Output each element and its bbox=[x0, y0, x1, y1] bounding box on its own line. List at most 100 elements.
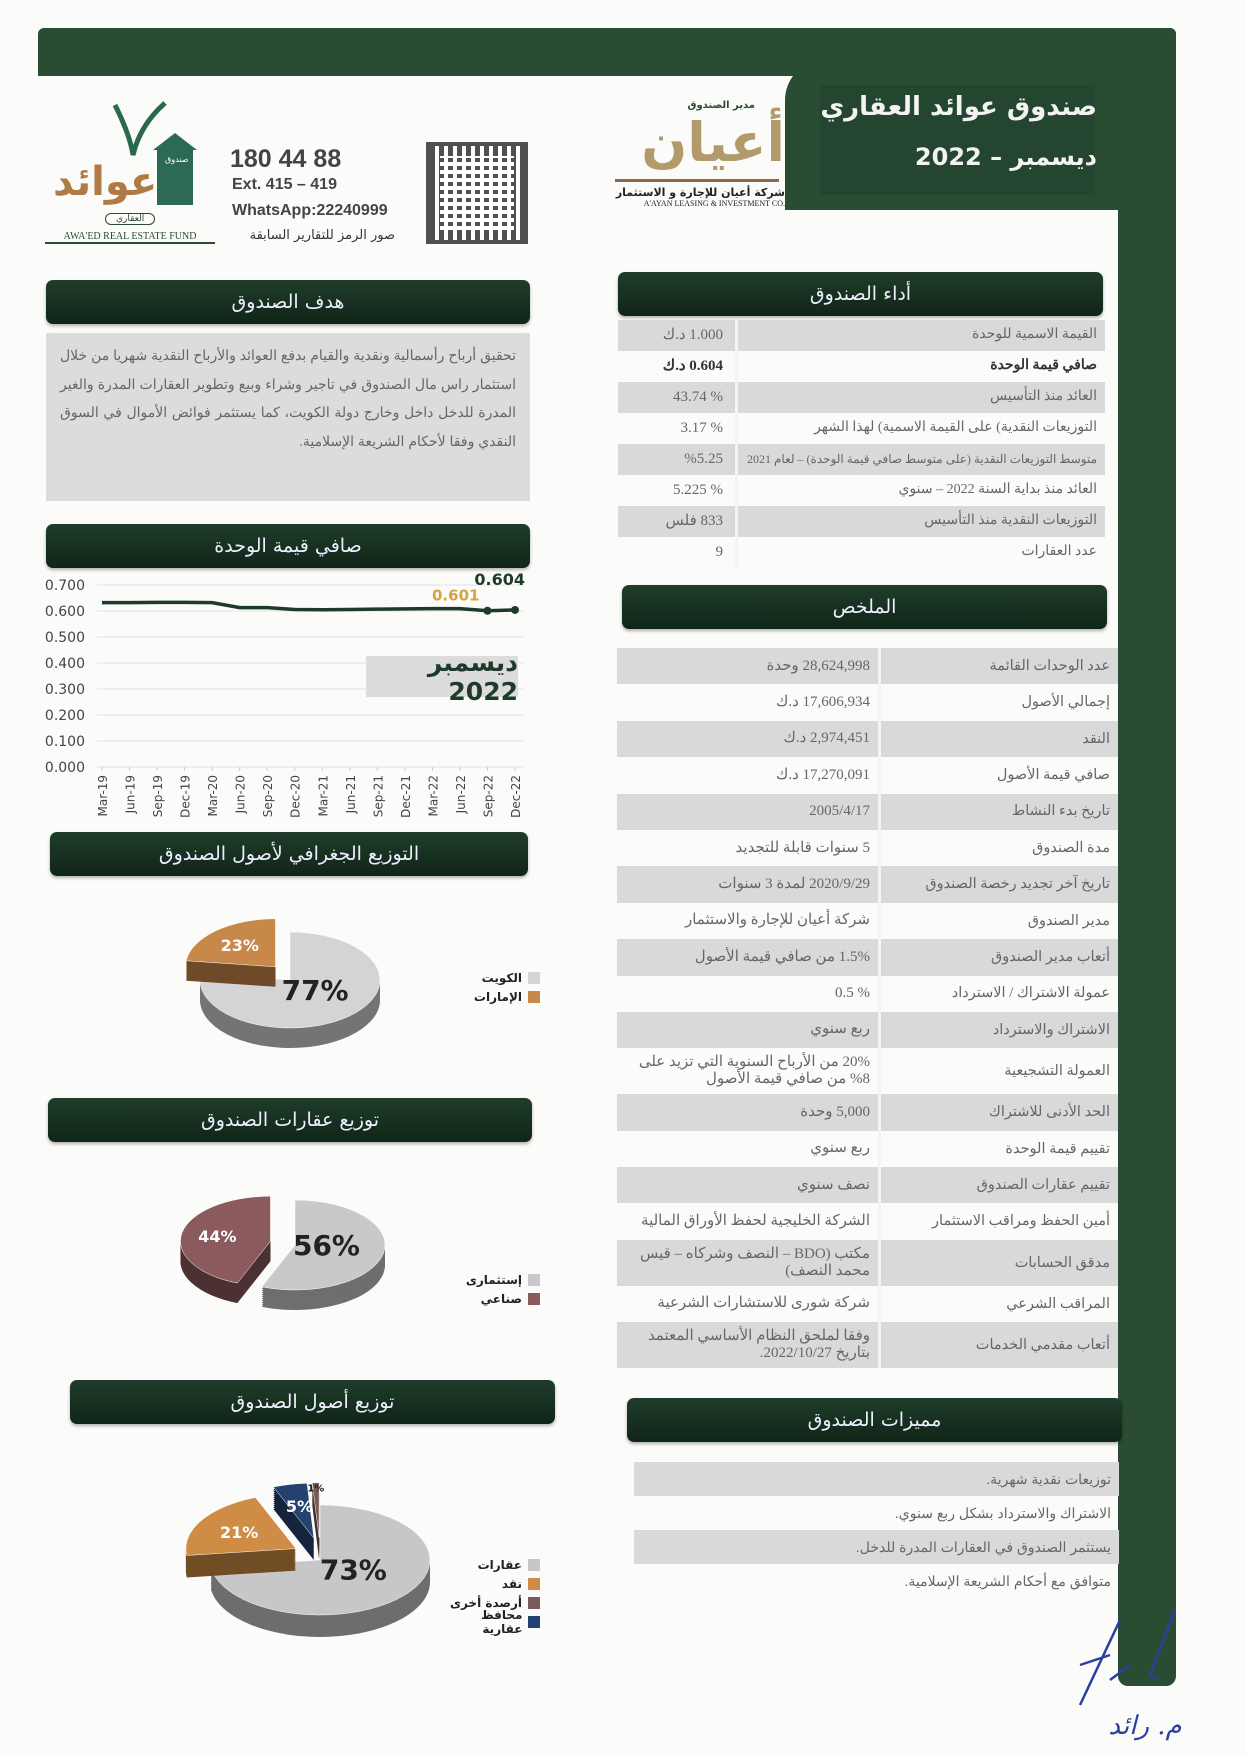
summary-row: صافي قيمة الأصول 17,270,091 د.ك bbox=[617, 757, 1118, 794]
ayan-logo-caption: مدير الصندوق bbox=[687, 100, 755, 111]
x-tick-label: Dec-22 bbox=[509, 775, 523, 818]
performance-value: % 5.225 bbox=[673, 481, 723, 498]
summary-row: أتعاب مدير الصندوق 1.5% من صافي قيمة الأص… bbox=[617, 939, 1118, 976]
summary-row: تاريخ آخر تجديد رخصة الصندوق 2020/9/29 لم… bbox=[617, 866, 1118, 903]
objective-header: هدف الصندوق bbox=[46, 280, 530, 324]
summary-value: 2005/4/17 bbox=[617, 793, 878, 830]
ayan-logo-wordmark: أعيان bbox=[641, 111, 785, 174]
legend-label: عقارات bbox=[477, 1557, 522, 1572]
summary-table: عدد الوحدات القائمة 28,624,998 وحدة إجمالي… bbox=[617, 648, 1118, 1369]
feature-item: الاشتراك والاسترداد بشكل ربع سنوي. bbox=[634, 1496, 1119, 1530]
x-tick-label: Sep-19 bbox=[151, 775, 165, 817]
summary-label: تاريخ بدء النشاط bbox=[878, 793, 1118, 830]
x-tick-label: Jun-20 bbox=[234, 775, 248, 814]
geo-legend: الكويت الإمارات bbox=[460, 968, 540, 1006]
awaed-logo: صندوق عوائد العقاري AWA'ED REAL ESTATE F… bbox=[45, 95, 215, 250]
x-tick-label: Sep-22 bbox=[481, 775, 495, 817]
summary-value: ربع سنوي bbox=[617, 1011, 878, 1049]
legend-label: إستثمارى bbox=[465, 1272, 522, 1287]
summary-value: 17,270,091 د.ك bbox=[775, 766, 870, 783]
performance-row: العائد منذ التأسيس% 43.74 bbox=[618, 382, 1105, 413]
performance-label: التوزيعات النقدية منذ التأسيس bbox=[735, 506, 1105, 537]
pie-slice bbox=[185, 918, 276, 968]
performance-value: % 3.17 bbox=[680, 419, 724, 436]
performance-row: التوزيعات النقدية) على القيمة الاسمية) ل… bbox=[618, 413, 1105, 444]
pie-slice-label: 44% bbox=[198, 1227, 236, 1246]
y-tick-label: 0.600 bbox=[45, 604, 85, 620]
summary-value: 5,000 وحدة bbox=[617, 1094, 878, 1131]
qr-caption: صور الرمز للتقارير السابقة bbox=[249, 228, 395, 243]
pie-slice bbox=[199, 931, 381, 1029]
performance-label: العائد منذ التأسيس bbox=[735, 382, 1105, 413]
feature-item: توزيعات نقدية شهرية. bbox=[634, 1462, 1119, 1496]
summary-value: 1.5% من صافي قيمة الأصول bbox=[617, 939, 878, 976]
summary-label: صافي قيمة الأصول bbox=[878, 757, 1118, 794]
performance-header: أداء الصندوق bbox=[618, 272, 1103, 316]
summary-row: تقييم عقارات الصندوق نصف سنوي bbox=[617, 1167, 1118, 1204]
pie-slice bbox=[185, 1497, 297, 1556]
summary-label: أمين الحفظ ومراقب الاستثمار bbox=[878, 1203, 1118, 1240]
legend-item: أرصدة أخرى bbox=[440, 1593, 540, 1612]
y-tick-label: 0.700 bbox=[45, 578, 85, 594]
awaed-logo-en: AWA'ED REAL ESTATE FUND bbox=[45, 231, 215, 244]
summary-label: الاشتراك والاسترداد bbox=[878, 1011, 1118, 1049]
performance-row: عدد العقارات 9 bbox=[618, 537, 1105, 568]
awaed-logo-sub: العقاري bbox=[105, 213, 156, 225]
summary-row: عمولة الاشتراك / الاسترداد % 0.5 bbox=[617, 975, 1118, 1012]
awaed-logo-box-text: صندوق bbox=[165, 155, 189, 164]
summary-label: إجمالي الأصول bbox=[878, 684, 1118, 721]
nav-chart-header: صافي قيمة الوحدة bbox=[46, 524, 530, 568]
summary-label: عدد الوحدات القائمة bbox=[878, 648, 1118, 685]
summary-row: أتعاب مقدمي الخدمات وفقا لملحق النظام الأ… bbox=[617, 1322, 1118, 1369]
performance-value: 0.604 د.ك bbox=[662, 357, 723, 374]
legend-label: نقد bbox=[501, 1576, 522, 1591]
performance-row: العائد منذ بداية السنة 2022 – سنوي % 5.22… bbox=[618, 475, 1105, 506]
x-tick-label: Dec-19 bbox=[179, 775, 193, 818]
summary-row: مدة الصندوق 5 سنوات قابلة للتجديد bbox=[617, 829, 1118, 867]
objective-text: تحقيق أرباح رأسمالية ونقدية والقيام بدفع… bbox=[46, 333, 530, 501]
x-tick-label: Mar-21 bbox=[316, 775, 330, 816]
legend-item: صناعي bbox=[460, 1289, 540, 1308]
legend-label: محافظ عقارية bbox=[481, 1607, 523, 1636]
summary-value: 20% من الأرباح السنوية التي تزيد على 8% … bbox=[638, 1054, 870, 1088]
summary-value: الشركة الخليجية لحفظ الأوراق المالية bbox=[641, 1213, 870, 1230]
summary-row: الاشتراك والاسترداد ربع سنوي bbox=[617, 1011, 1118, 1049]
pie-slice bbox=[210, 1504, 431, 1616]
summary-row: مدير الصندوق شركة أعيان للإجارة والاستثما… bbox=[617, 902, 1118, 940]
x-tick-label: Jun-19 bbox=[124, 775, 138, 814]
pie-slice-label: 73% bbox=[320, 1554, 387, 1587]
qr-code[interactable] bbox=[426, 142, 528, 244]
legend-label: الإمارات bbox=[473, 989, 522, 1004]
logo-cutout bbox=[600, 76, 785, 266]
legend-swatch bbox=[528, 1577, 540, 1590]
performance-row: متوسط التوزيعات النقدية (على متوسط صافي … bbox=[618, 444, 1105, 475]
nav-series-line bbox=[102, 600, 516, 613]
performance-label: صافي قيمة الوحدة bbox=[735, 351, 1105, 382]
summary-row: العمولة التشجيعية 20% من الأرباح السنوية … bbox=[617, 1048, 1118, 1095]
nav-data-point bbox=[483, 606, 492, 615]
data-label-sep-22: 0.601 bbox=[432, 587, 479, 605]
summary-label: المراقب الشرعي bbox=[878, 1285, 1118, 1323]
chart-badge: ديسمبر 2022 bbox=[366, 648, 518, 706]
summary-label: مدة الصندوق bbox=[878, 829, 1118, 867]
feature-item: يستثمر الصندوق في العقارات المدرة للدخل. bbox=[634, 1530, 1119, 1564]
summary-row: مدقق الحسابات مكتب (BDO – النصف وشركاه – … bbox=[617, 1239, 1118, 1286]
performance-value: 1.000 د.ك bbox=[618, 320, 735, 351]
summary-label: تقييم قيمة الوحدة bbox=[878, 1130, 1118, 1168]
pie-slice-label: 5% bbox=[286, 1497, 313, 1516]
summary-value: 2020/9/29 لمدة 3 سنوات bbox=[617, 866, 878, 903]
performance-label: العائد منذ بداية السنة 2022 – سنوي bbox=[735, 475, 1105, 506]
legend-label: صناعي bbox=[480, 1291, 522, 1306]
page-title: صندوق عوائد العقاري bbox=[820, 92, 1097, 122]
summary-label: أتعاب مقدمي الخدمات bbox=[878, 1322, 1118, 1369]
awaed-logo-graphic bbox=[112, 101, 197, 205]
legend-swatch bbox=[528, 990, 540, 1003]
y-tick-label: 0.300 bbox=[45, 682, 85, 698]
pie-slice-label: 23% bbox=[221, 936, 259, 955]
legend-swatch bbox=[528, 1292, 540, 1305]
ayan-logo: مدير الصندوق أعيان شركة أعيان للإجارة و … bbox=[615, 100, 785, 250]
features-list: توزيعات نقدية شهرية. الاشتراك والاسترداد … bbox=[634, 1462, 1119, 1598]
summary-label: مدقق الحسابات bbox=[878, 1239, 1118, 1286]
y-tick-label: 0.200 bbox=[45, 708, 85, 724]
legend-item: الإمارات bbox=[460, 987, 540, 1006]
